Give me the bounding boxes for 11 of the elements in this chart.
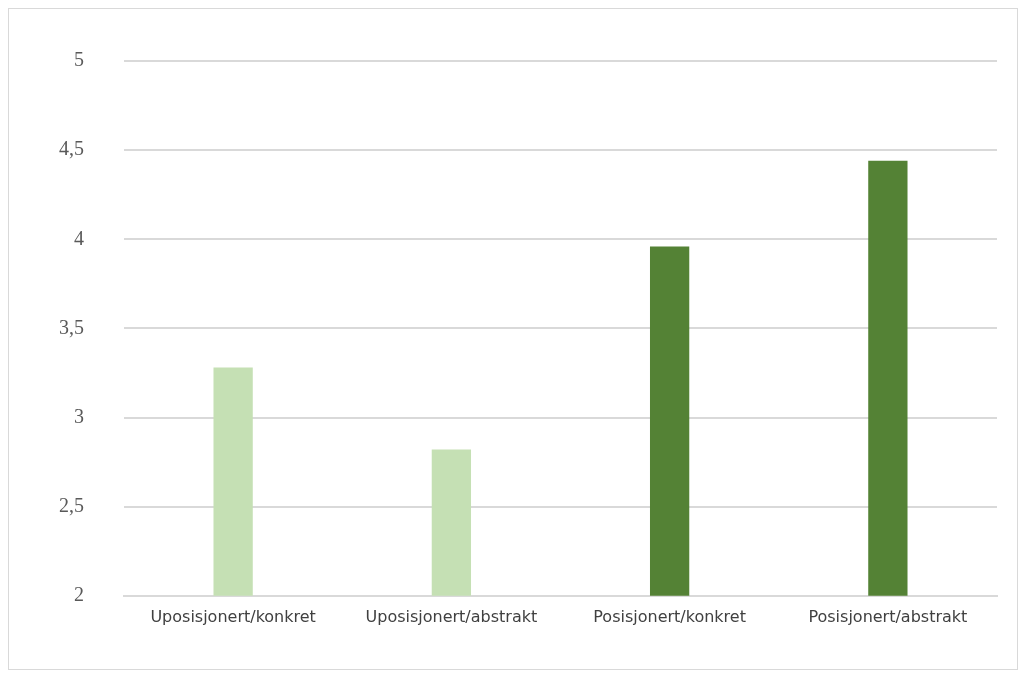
y-tick-label: 5 (74, 48, 84, 71)
y-tick-label: 4,5 (59, 137, 84, 160)
y-tick-label: 2 (74, 583, 84, 606)
y-tick-label: 3 (74, 404, 84, 427)
x-tick-label: Uposisjonert/konkret (150, 606, 316, 626)
y-tick-label: 3,5 (59, 315, 84, 338)
x-tick-label: Posisjonert/konkret (593, 606, 746, 626)
y-tick-label: 4 (74, 226, 84, 249)
x-tick-label: Uposisjonert/abstrakt (365, 606, 538, 626)
y-tick-label: 2,5 (59, 493, 84, 516)
x-tick-label: Posisjonert/abstrakt (808, 606, 968, 626)
